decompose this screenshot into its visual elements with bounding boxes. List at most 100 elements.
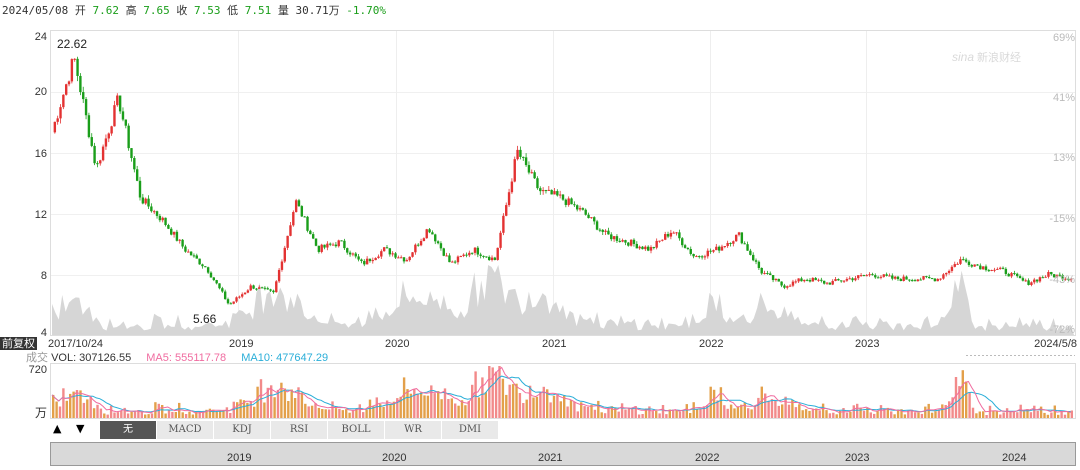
candle	[916, 278, 920, 282]
candle	[788, 284, 792, 287]
tab-dmi[interactable]: DMI	[442, 421, 499, 439]
volume-bar	[256, 386, 259, 418]
volume-bar	[92, 408, 96, 418]
max-price-annotation: 22.62	[57, 37, 87, 51]
candle	[365, 256, 369, 265]
volume-bar	[164, 413, 167, 418]
volume-bar	[273, 397, 276, 418]
candle	[655, 238, 658, 250]
candle	[763, 270, 766, 275]
candle	[397, 255, 400, 259]
y-tick-8: 8	[41, 270, 47, 282]
volume-bar	[815, 408, 818, 418]
candle	[1033, 277, 1036, 285]
candle	[757, 260, 761, 271]
volume-bar	[140, 411, 143, 418]
volume-bar	[402, 377, 406, 418]
volume-bar	[692, 402, 695, 418]
nav-year-2020: 2020	[382, 452, 407, 464]
volume-bar	[1039, 406, 1043, 418]
tab-none[interactable]: 无	[100, 421, 157, 439]
volume-bar	[263, 402, 266, 418]
volume-bar	[903, 414, 907, 418]
candle	[294, 198, 298, 213]
volume-bar	[174, 412, 177, 418]
volume-bar	[69, 393, 72, 418]
candle	[394, 252, 397, 260]
scroll-down-button[interactable]: ▼	[76, 422, 85, 435]
volume-bar	[937, 410, 941, 418]
volume-bar	[338, 408, 341, 418]
candle	[377, 254, 380, 259]
volume-bar	[494, 371, 498, 418]
volume-bar	[389, 404, 392, 418]
candle	[343, 238, 346, 250]
volume-bar	[467, 401, 470, 418]
candle	[717, 245, 721, 254]
tab-macd[interactable]: MACD	[157, 421, 214, 439]
candle	[502, 213, 505, 236]
candle	[453, 260, 457, 264]
candle	[947, 269, 951, 275]
candle	[803, 279, 806, 283]
tab-kdj[interactable]: KDJ	[214, 421, 271, 439]
candle	[800, 276, 803, 282]
candle	[902, 274, 905, 282]
volume-bar	[55, 401, 58, 418]
volume-bar	[103, 413, 106, 418]
scroll-up-button[interactable]: ▲	[53, 422, 62, 435]
candle	[811, 277, 815, 282]
volume-bar	[518, 393, 522, 418]
volume-bar	[334, 408, 338, 418]
candle	[777, 278, 780, 282]
candle	[371, 257, 374, 264]
adjust-mode-label[interactable]: 前复权	[0, 337, 37, 350]
range-navigator[interactable]: 2019 2020 2021 2022 2023 2024	[50, 442, 1076, 466]
candle	[743, 241, 746, 245]
candle	[170, 227, 173, 236]
candle	[1067, 276, 1070, 282]
time-axis: 2017/10/24 2019 2020 2021 2022 2023 2024…	[48, 338, 1077, 350]
volume-bar	[137, 410, 140, 418]
candle	[874, 273, 877, 279]
volume-bar	[113, 412, 116, 418]
volume-bar	[525, 399, 528, 418]
candle	[993, 267, 996, 273]
candle	[1069, 278, 1073, 282]
candle	[309, 229, 312, 235]
candle	[840, 280, 843, 283]
volume-bar	[566, 406, 569, 418]
volume-bar	[658, 413, 661, 418]
volume-bar	[283, 388, 287, 418]
volume-bar	[242, 400, 246, 418]
candle	[414, 243, 417, 255]
candle	[754, 258, 758, 265]
candle	[681, 237, 684, 248]
volume-bar	[72, 391, 75, 418]
candle	[752, 252, 755, 262]
volume-bar	[811, 409, 815, 418]
candle	[127, 123, 130, 151]
candle	[953, 261, 956, 268]
volume-bar	[886, 407, 889, 418]
candle	[652, 246, 656, 250]
tab-wr[interactable]: WR	[385, 421, 442, 439]
tab-boll[interactable]: BOLL	[328, 421, 385, 439]
volume-bar	[583, 406, 586, 418]
candle	[828, 282, 832, 285]
volume-bar	[212, 409, 215, 418]
candle	[644, 245, 647, 251]
candle	[96, 161, 99, 168]
candle	[147, 195, 150, 209]
volume-bar	[941, 404, 944, 418]
candle	[689, 246, 692, 256]
candle	[865, 274, 868, 277]
volume-bar	[924, 406, 927, 418]
volume-bar	[729, 404, 733, 418]
volume-bar	[293, 398, 297, 418]
volume-bar	[184, 414, 188, 418]
candle	[223, 289, 227, 300]
candle	[925, 275, 928, 279]
tab-rsi[interactable]: RSI	[271, 421, 328, 439]
